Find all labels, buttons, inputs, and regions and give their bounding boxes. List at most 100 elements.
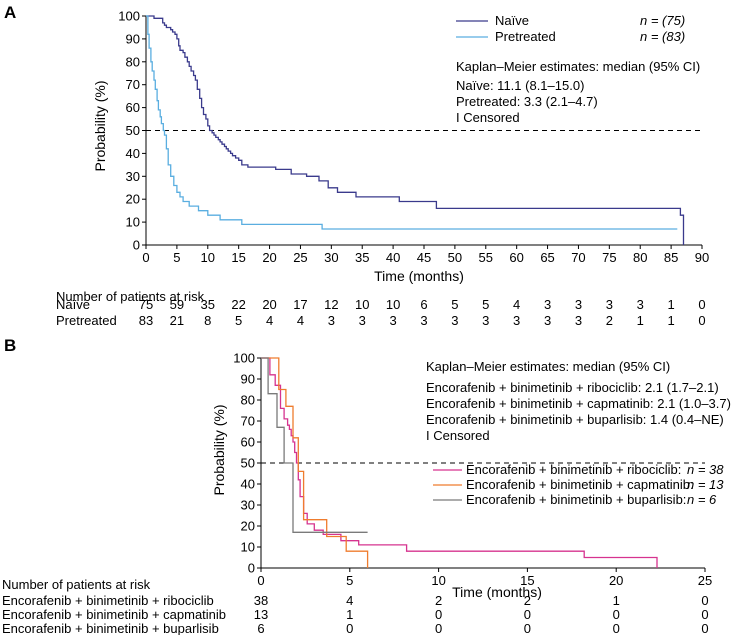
panel-a-risk-na-ve-value: 3 bbox=[544, 297, 551, 312]
panel-a-series bbox=[146, 15, 685, 245]
panel-a-y-tick-label: 90 bbox=[126, 31, 140, 46]
panel-a-y-tick-label: 40 bbox=[126, 146, 140, 161]
panel-b-risk-encorafenib-binimetinib-ribociclib-value: 2 bbox=[524, 593, 531, 608]
panel-a-y-label: Probability (%) bbox=[92, 80, 108, 171]
panel-a-x-tick-label: 35 bbox=[355, 250, 369, 265]
panel-b-y-tick-label: 80 bbox=[241, 393, 255, 408]
panel-a-y-tick-label: 30 bbox=[126, 169, 140, 184]
panel-b-y-tick-label: 40 bbox=[241, 477, 255, 492]
panel-b-km-estimates: Kaplan–Meier estimates: median (95% CI) … bbox=[426, 359, 731, 443]
panel-a-x-tick-label: 25 bbox=[293, 250, 307, 265]
panel-b-y-tick-label: 20 bbox=[241, 519, 255, 534]
panel-a-risk-na-ve-value: 5 bbox=[451, 297, 458, 312]
panel-b-risk-row-capmatinib-label: Encorafenib + binimetinib + capmatinib bbox=[2, 607, 226, 622]
panel-b-axes: 0 10 20 30 40 50 60 70 80 90 100 0 5 10 15 20 25 bbox=[233, 351, 712, 589]
panel-a-y-tick-label: 10 bbox=[126, 215, 140, 230]
panel-a-risk-table: 75 59 35 22 20 17 12 10 10 6 5 5 4 3 3 3 3 1 083 21 8 5 4 4 3 3 3 3… bbox=[139, 297, 706, 328]
panel-a-y-tick-label: 80 bbox=[126, 54, 140, 69]
panel-a-risk-pretreated-value: 1 bbox=[637, 313, 644, 328]
panel-a-x-tick-label: 55 bbox=[479, 250, 493, 265]
panel-a-y-tick-label: 0 bbox=[133, 238, 140, 253]
panel-b-y-tick-label: 90 bbox=[241, 372, 255, 387]
panel-a-km-estimates: Kaplan–Meier estimates: median (95% CI) … bbox=[456, 59, 700, 125]
legend-pretreated-n: n = (83) bbox=[640, 29, 685, 44]
panel-a-risk-na-ve-value: 17 bbox=[293, 297, 307, 312]
panel-b-risk-encorafenib-binimetinib-ribociclib-value: 2 bbox=[435, 593, 442, 608]
panel-a-risk-pretreated-value: 2 bbox=[606, 313, 613, 328]
panel-a-risk-na-ve-value: 59 bbox=[170, 297, 184, 312]
panel-b-curve-encorafenib-binimetinib-capmatinib bbox=[261, 357, 369, 568]
panel-b-risk-row-ribociclib-label: Encorafenib + binimetinib + ribociclib bbox=[2, 593, 214, 608]
panel-a-y-tick-label: 70 bbox=[126, 77, 140, 92]
panel-b-y-tick-label: 50 bbox=[241, 456, 255, 471]
panel-a-x-tick-label: 10 bbox=[201, 250, 215, 265]
panel-b-risk-encorafenib-binimetinib-capmatinib-value: 0 bbox=[701, 607, 708, 622]
panel-a-x-label: Time (months) bbox=[374, 268, 464, 284]
panel-b-y-tick-label: 30 bbox=[241, 498, 255, 513]
panel-a-x-tick-label: 15 bbox=[231, 250, 245, 265]
panel-a-km-title: Kaplan–Meier estimates: median (95% CI) bbox=[456, 59, 700, 74]
panel-a-risk-pretreated-value: 3 bbox=[544, 313, 551, 328]
panel-b-curve-encorafenib-binimetinib-buparlisib bbox=[261, 357, 368, 533]
panel-b-series bbox=[261, 357, 658, 568]
panel-b-risk-encorafenib-binimetinib-buparlisib-value: 0 bbox=[613, 621, 620, 635]
panel-a-y-tick-label: 60 bbox=[126, 100, 140, 115]
panel-a-x-tick-label: 30 bbox=[324, 250, 338, 265]
panel-a-x-tick-label: 5 bbox=[173, 250, 180, 265]
panel-a-risk-pretreated-value: 8 bbox=[204, 313, 211, 328]
panel-b-risk-row-buparlisib-label: Encorafenib + binimetinib + buparlisib bbox=[2, 621, 219, 635]
panel-a-risk-na-ve-value: 4 bbox=[513, 297, 520, 312]
panel-a-x-tick-label: 85 bbox=[664, 250, 678, 265]
panel-b-letter: B bbox=[4, 336, 16, 355]
panel-a-risk-na-ve-value: 3 bbox=[637, 297, 644, 312]
panel-a-x-tick-label: 60 bbox=[509, 250, 523, 265]
panel-b-risk-encorafenib-binimetinib-capmatinib-value: 0 bbox=[435, 607, 442, 622]
panel-b-risk-encorafenib-binimetinib-buparlisib-value: 6 bbox=[257, 621, 264, 635]
panel-a-letter: A bbox=[4, 3, 16, 22]
panel-b-risk-encorafenib-binimetinib-ribociclib-value: 4 bbox=[346, 593, 353, 608]
panel-b-km-capmatinib: Encorafenib + binimetinib + capmatinib: … bbox=[426, 396, 731, 411]
panel-a-curve-na-ve bbox=[146, 15, 685, 245]
panel-a-risk-na-ve-value: 20 bbox=[262, 297, 276, 312]
panel-b-x-tick-label: 5 bbox=[346, 573, 353, 588]
panel-a-y-tick-label: 100 bbox=[118, 9, 140, 24]
panel-b-risk-encorafenib-binimetinib-ribociclib-value: 1 bbox=[613, 593, 620, 608]
panel-b-km-ribociclib: Encorafenib + binimetinib + ribociclib: … bbox=[426, 380, 719, 395]
legend-capmatinib-n: n = 13 bbox=[687, 477, 724, 492]
panel-a-y-tick-label: 50 bbox=[126, 123, 140, 138]
panel-b-risk-encorafenib-binimetinib-capmatinib-value: 0 bbox=[613, 607, 620, 622]
panel-b-risk-encorafenib-binimetinib-ribociclib-value: 38 bbox=[254, 593, 268, 608]
panel-a-km-naive: Naïve: 11.1 (8.1–15.0) bbox=[456, 78, 584, 93]
panel-a-risk-na-ve-value: 5 bbox=[482, 297, 489, 312]
panel-a-y-tick-label: 20 bbox=[126, 192, 140, 207]
panel-a-axes: 0 10 20 30 40 50 60 70 80 90 100 0 5 10 15 20 25 30 35 40 45… bbox=[118, 9, 709, 266]
panel-a-x-tick-label: 90 bbox=[695, 250, 709, 265]
panel-b-y-tick-label: 10 bbox=[241, 540, 255, 555]
panel-a-risk-pretreated-value: 3 bbox=[420, 313, 427, 328]
panel-a-risk-pretreated-value: 83 bbox=[139, 313, 153, 328]
panel-b-x-tick-label: 15 bbox=[520, 573, 534, 588]
panel-a-risk-pretreated-value: 4 bbox=[266, 313, 273, 328]
panel-b-y-tick-label: 100 bbox=[233, 351, 255, 366]
panel-b-km-title: Kaplan–Meier estimates: median (95% CI) bbox=[426, 359, 670, 374]
panel-b-risk-encorafenib-binimetinib-capmatinib-value: 13 bbox=[254, 607, 268, 622]
panel-b-y-tick-label: 0 bbox=[248, 561, 255, 576]
legend-naive-n: n = (75) bbox=[640, 13, 685, 28]
panel-b-risk-table: 38 4 2 2 1 013 1 0 0 0 06 0 0 0 0 0 bbox=[254, 593, 709, 635]
panel-b-y-label: Probability (%) bbox=[211, 404, 227, 495]
panel-a-risk-na-ve-value: 3 bbox=[606, 297, 613, 312]
panel-b-risk-encorafenib-binimetinib-buparlisib-value: 0 bbox=[701, 621, 708, 635]
legend-ribociclib-label: Encorafenib + binimetinib + ribociclib: bbox=[466, 462, 681, 477]
panel-a-risk-pretreated-value: 1 bbox=[667, 313, 674, 328]
legend-buparlisib-label: Encorafenib + binimetinib + buparlisib: bbox=[466, 492, 686, 507]
panel-b-y-tick-label: 60 bbox=[241, 435, 255, 450]
panel-a-risk-pretreated-value: 3 bbox=[513, 313, 520, 328]
panel-a-x-tick-label: 80 bbox=[633, 250, 647, 265]
panel-a-x-tick-label: 70 bbox=[571, 250, 585, 265]
panel-b-risk-encorafenib-binimetinib-ribociclib-value: 0 bbox=[701, 593, 708, 608]
panel-a-risk-pretreated-value: 21 bbox=[170, 313, 184, 328]
panel-a-risk-pretreated-value: 4 bbox=[297, 313, 304, 328]
panel-a-risk-na-ve-value: 6 bbox=[420, 297, 427, 312]
panel-a-risk-na-ve-value: 22 bbox=[231, 297, 245, 312]
